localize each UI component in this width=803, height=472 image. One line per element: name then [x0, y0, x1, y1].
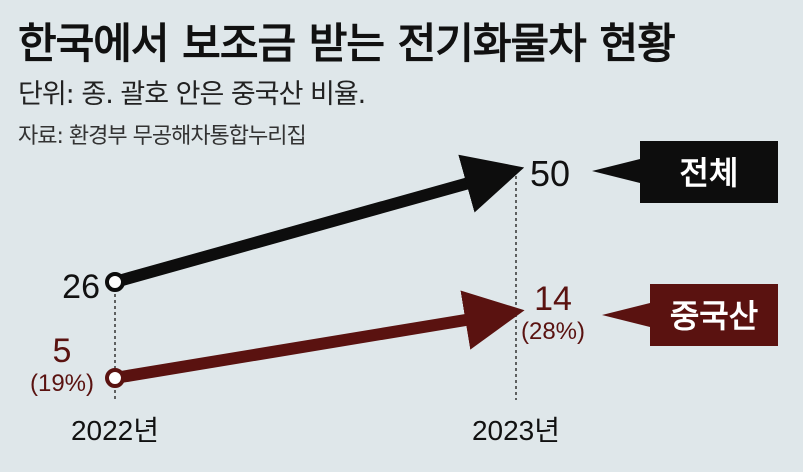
legend-label-china: 중국산	[670, 297, 758, 335]
data-point-total-2022	[105, 272, 125, 292]
chart-source: 자료: 환경부 무공해차통합누리집	[18, 124, 307, 149]
chart-title: 한국에서 보조금 받는 전기화물차 현황	[18, 19, 676, 68]
legend-tag-china: 중국산	[602, 284, 778, 346]
data-label-total-2022: 26	[62, 268, 100, 306]
legend-label-total: 전체	[680, 154, 739, 192]
data-point-china-2022	[105, 368, 125, 388]
series-line-total	[113, 154, 525, 288]
share-label-china-2023: (28%)	[521, 318, 585, 345]
data-label-china-2022: 5	[53, 332, 72, 370]
x-tick-label-2023: 2023년	[472, 415, 560, 446]
chart-subtitle: 단위: 종. 괄호 안은 중국산 비율.	[18, 79, 366, 110]
legend-tag-total: 전체	[592, 141, 778, 203]
data-label-total-2023: 50	[530, 153, 570, 194]
data-label-china-2023: 14	[534, 280, 572, 318]
x-tick-label-2022: 2022년	[71, 415, 159, 446]
share-label-china-2022: (19%)	[30, 370, 94, 397]
series-line-china	[114, 290, 525, 384]
